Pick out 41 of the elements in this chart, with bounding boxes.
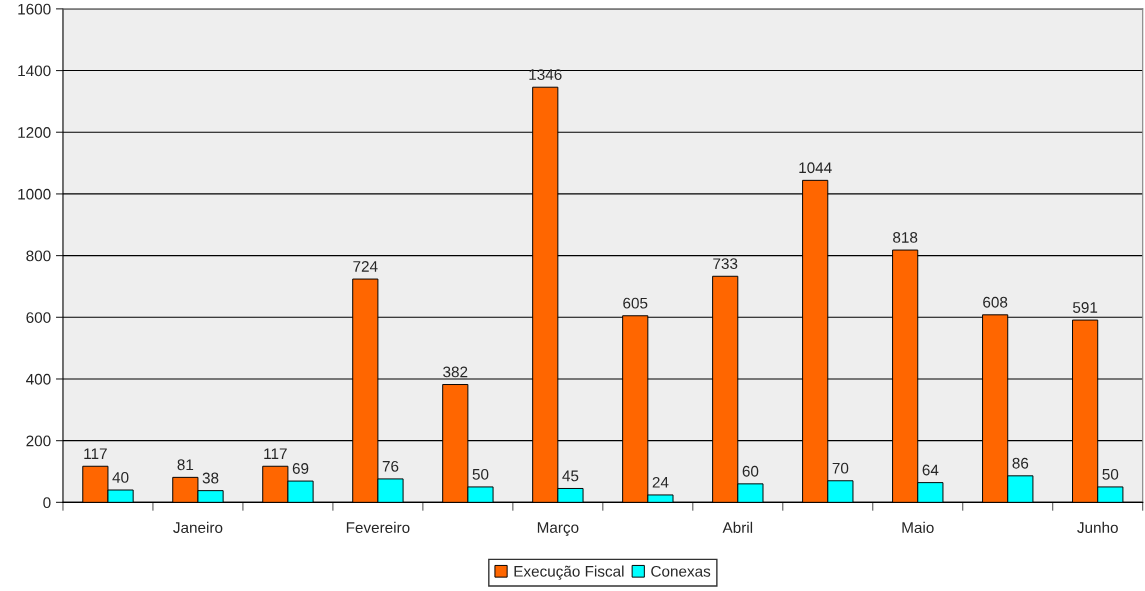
data-label: 24 bbox=[652, 476, 669, 488]
data-label: 1044 bbox=[799, 162, 832, 174]
data-label: 382 bbox=[443, 366, 468, 378]
data-label: 40 bbox=[112, 472, 129, 483]
data-label: 605 bbox=[623, 297, 648, 309]
y-tick-label: 600 bbox=[26, 312, 51, 323]
x-tick-label: Fevereiro bbox=[346, 521, 410, 534]
data-label: 50 bbox=[472, 468, 489, 480]
x-tick-label: Janeiro bbox=[173, 521, 223, 534]
legend-label: Conexas bbox=[651, 565, 711, 577]
y-tick-label: 200 bbox=[26, 435, 51, 447]
y-tick-label: 1400 bbox=[18, 65, 51, 77]
y-tick-label: 1600 bbox=[18, 3, 51, 15]
y-tick-label: 1000 bbox=[18, 188, 51, 200]
data-label: 70 bbox=[832, 462, 849, 474]
x-tick-label: Junho bbox=[1077, 521, 1118, 534]
data-label: 724 bbox=[353, 261, 378, 272]
x-tick-label: Maio bbox=[902, 521, 934, 534]
data-label: 38 bbox=[202, 472, 219, 484]
y-tick-label: 1200 bbox=[18, 127, 51, 138]
data-label: 64 bbox=[922, 464, 939, 476]
data-label: 608 bbox=[983, 296, 1008, 308]
data-label: 81 bbox=[177, 459, 194, 471]
data-label: 45 bbox=[562, 470, 579, 482]
data-label: 733 bbox=[713, 258, 738, 270]
x-tick-label: Abril bbox=[722, 521, 753, 534]
data-label: 818 bbox=[893, 232, 918, 243]
data-label: 117 bbox=[264, 448, 287, 459]
data-label: 69 bbox=[292, 463, 309, 474]
data-label: 60 bbox=[742, 465, 759, 477]
data-label: 591 bbox=[1072, 302, 1098, 313]
y-tick-label: 0 bbox=[43, 497, 51, 509]
data-label: 1346 bbox=[529, 69, 562, 81]
data-label: 50 bbox=[1102, 468, 1119, 480]
legend-label: Execução Fiscal bbox=[514, 565, 624, 580]
data-label: 86 bbox=[1012, 457, 1029, 469]
data-label: 76 bbox=[382, 460, 399, 472]
y-tick-label: 400 bbox=[26, 373, 51, 385]
y-tick-label: 800 bbox=[26, 250, 51, 262]
data-label: 117 bbox=[84, 448, 107, 459]
x-tick-label: Março bbox=[537, 522, 579, 537]
